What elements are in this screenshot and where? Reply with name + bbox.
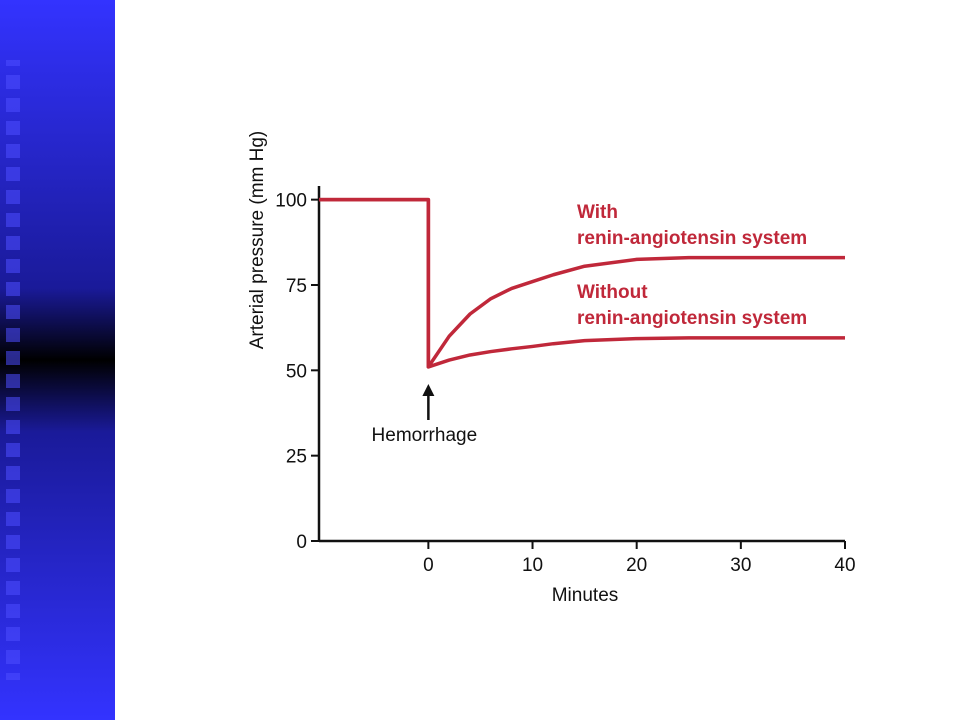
series-line	[319, 197, 845, 369]
annotation: Hemorrhage	[372, 425, 478, 446]
side-pattern	[0, 60, 28, 680]
y-tick-label: 25	[286, 447, 307, 468]
y-tick-label: 0	[296, 532, 307, 553]
legend-label: Without renin-angiotensin system	[577, 281, 808, 329]
y-axis-label: Arterial pressure (mm Hg)	[247, 131, 268, 350]
x-tick-label: 40	[834, 555, 855, 576]
x-tick-label: 20	[626, 555, 647, 576]
annotation-arrowhead	[422, 384, 435, 396]
y-tick-label: 50	[286, 361, 307, 382]
legend-label: With renin-angiotensin system	[577, 201, 808, 249]
x-tick-label: 0	[423, 555, 434, 576]
y-tick-label: 75	[286, 276, 307, 297]
x-axis-label: Minutes	[552, 585, 619, 606]
x-tick-label: 10	[522, 555, 543, 576]
y-tick-label: 100	[275, 191, 307, 212]
x-tick-label: 30	[730, 555, 751, 576]
series-line	[319, 197, 845, 369]
